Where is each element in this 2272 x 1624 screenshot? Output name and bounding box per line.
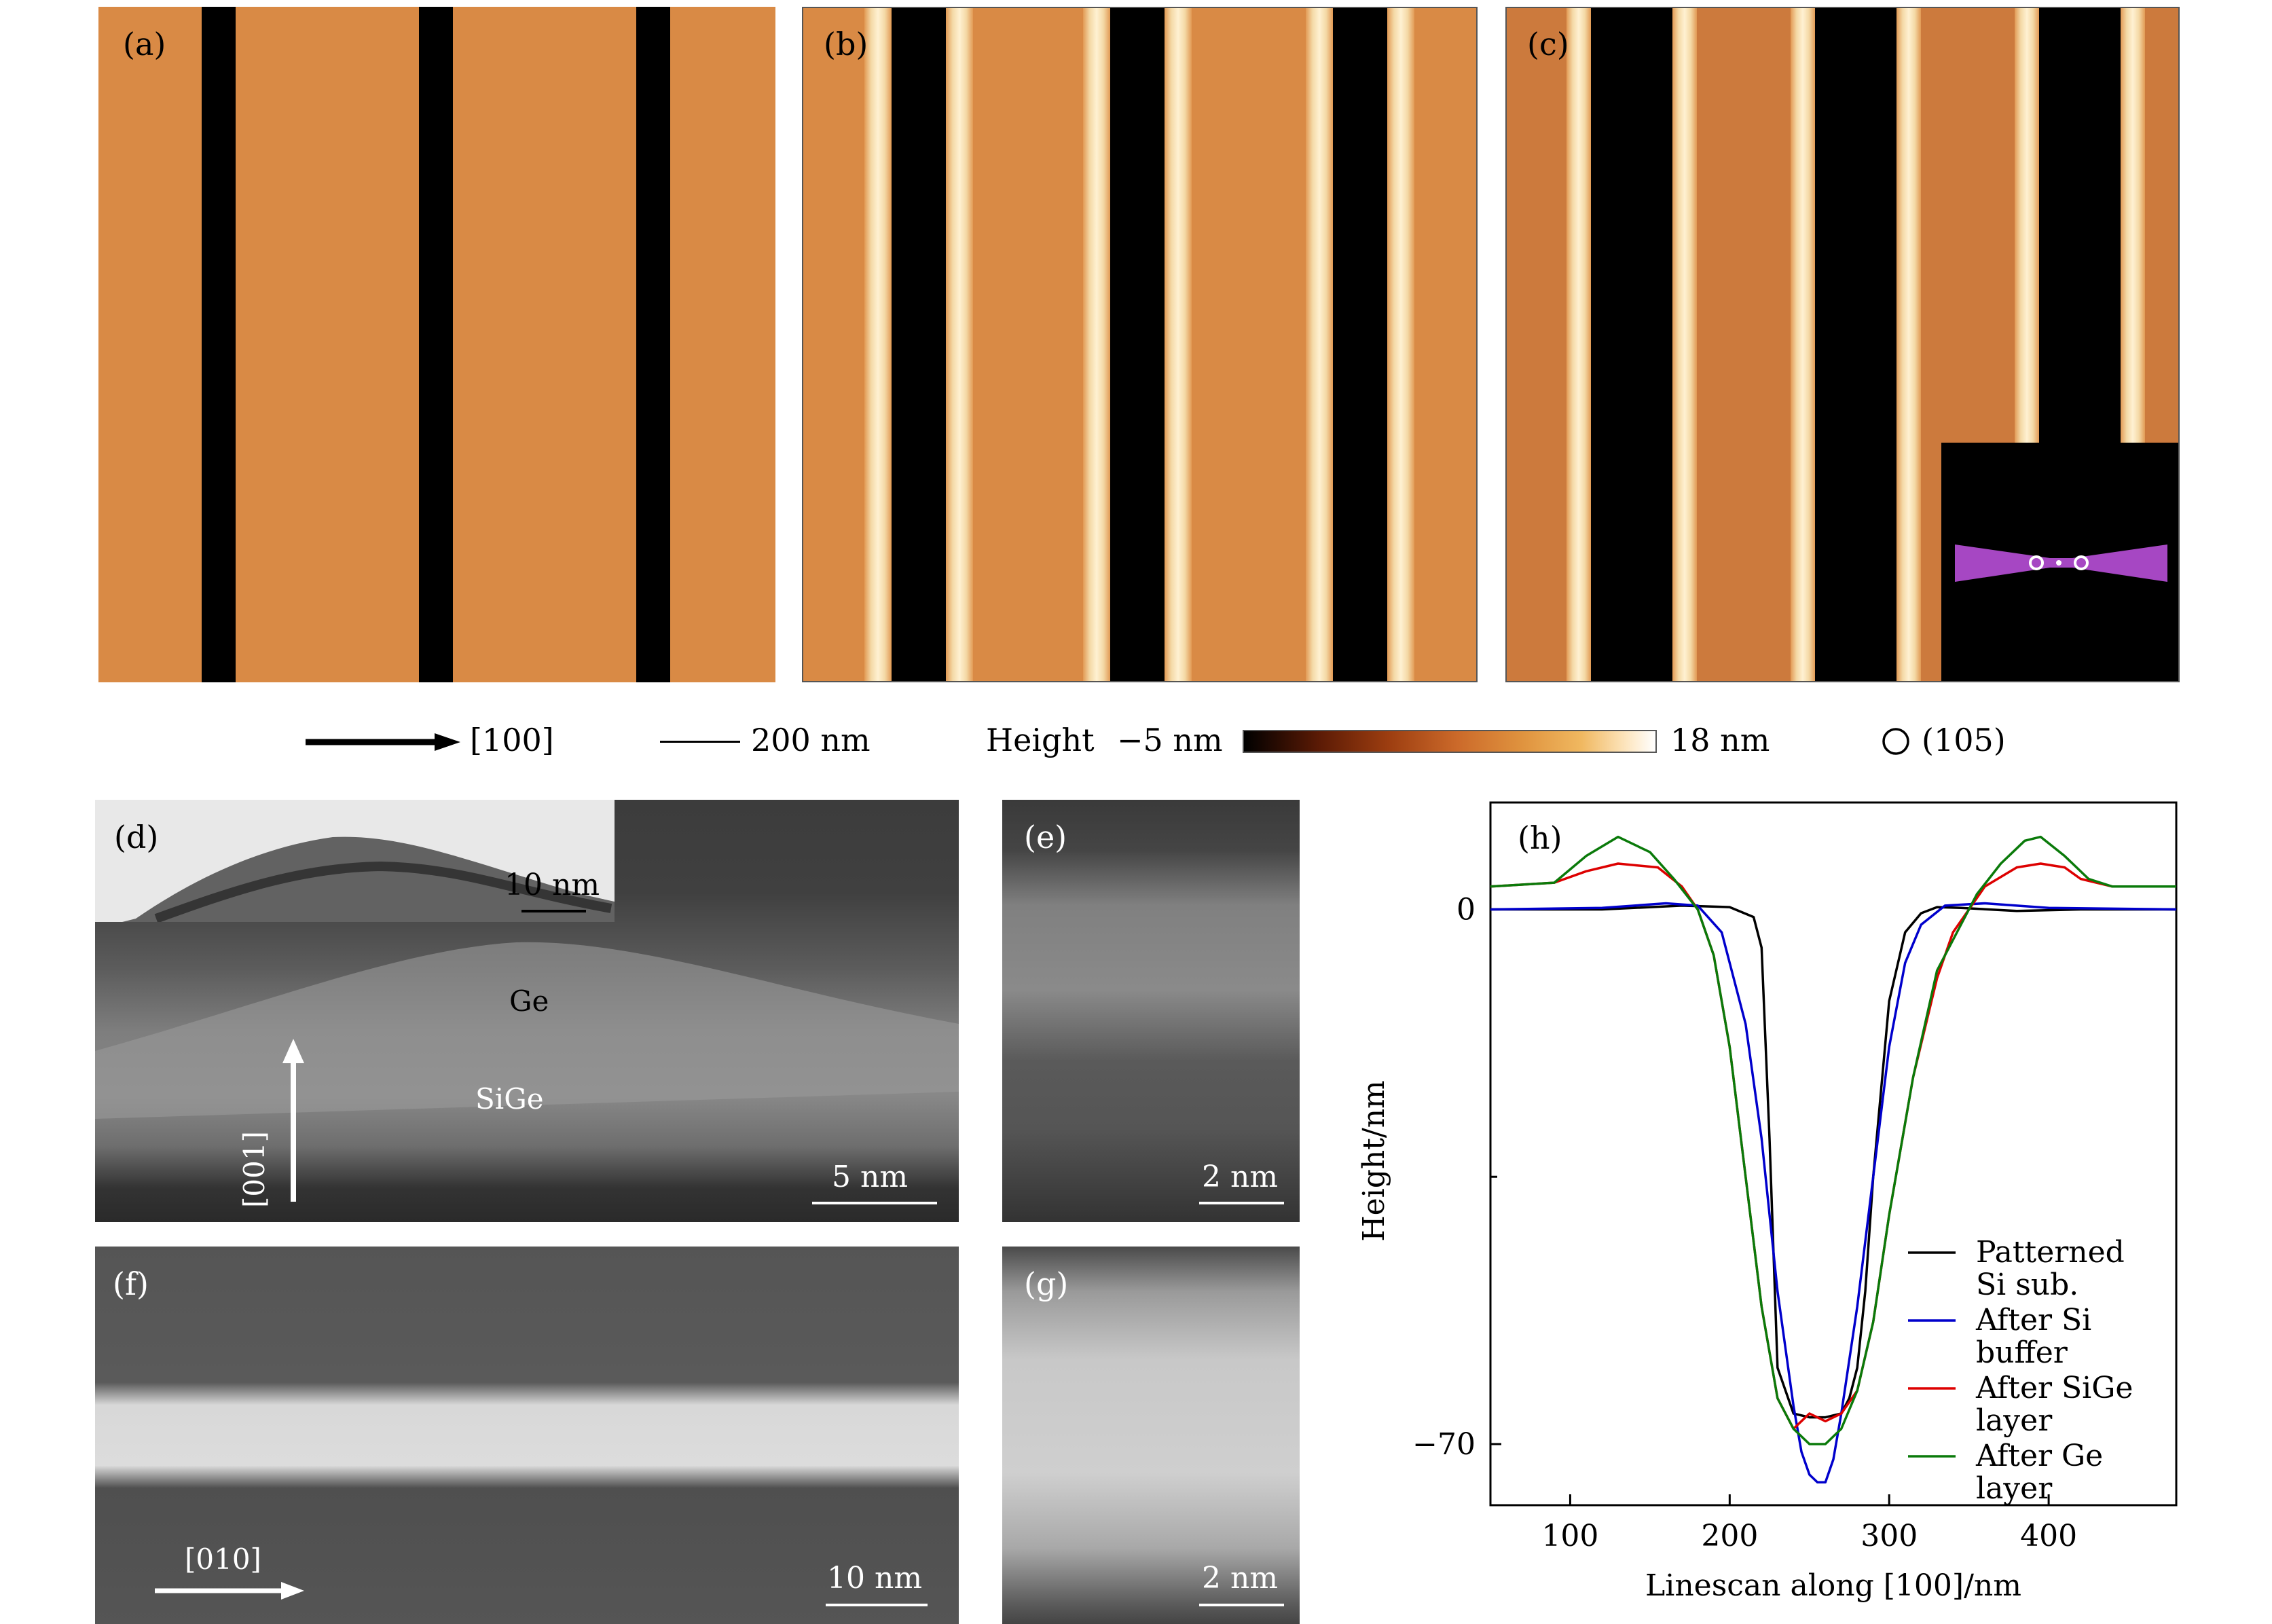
- panel-label: (b): [824, 26, 868, 62]
- ridge-rim: [1306, 8, 1333, 681]
- trench-stripe: [202, 7, 236, 682]
- axis-arrow-icon: [155, 1582, 304, 1600]
- colorbar-max-label: 18 nm: [1670, 722, 1770, 758]
- panel-label: (c): [1527, 26, 1569, 62]
- trench-stripe: [1591, 8, 1672, 681]
- legend-entry: After Ge layer: [1975, 1439, 2103, 1506]
- panel-d: 10 nm (d) Ge SiGe [001] 5 nm: [95, 800, 959, 1222]
- trench-stripe: [892, 8, 946, 681]
- inset-island: [122, 836, 615, 923]
- ridge-rim: [946, 8, 973, 681]
- fft-inset: [1941, 443, 2178, 681]
- ge-layer-label: Ge: [509, 984, 549, 1018]
- panel-f: (f) [010] 10 nm: [95, 1247, 959, 1624]
- scale-label: 2 nm: [1202, 1160, 1279, 1194]
- ge-island-contrast: [95, 942, 959, 1119]
- facet-label: (105): [1922, 722, 2006, 758]
- y-axis-label: Height/nm: [1357, 1080, 1391, 1242]
- series-line-3: [1490, 835, 2176, 1445]
- axis-label: [001]: [237, 1131, 271, 1208]
- plot-frame: [1489, 801, 2178, 1507]
- scale-label: 5 nm: [832, 1160, 909, 1194]
- panel-g: (g) 2 nm: [1002, 1247, 1300, 1624]
- low-mag-inset: 10 nm: [95, 800, 615, 923]
- ridge-rim: [1387, 8, 1414, 681]
- fft-pattern: [1955, 545, 2167, 582]
- panel-a: (a): [98, 7, 775, 682]
- x-tick-label: 100: [1541, 1519, 1598, 1553]
- legend-entry: After Si buffer: [1975, 1303, 2091, 1370]
- legend-entry: Patterned Si sub.: [1976, 1235, 2125, 1302]
- sige-layer-label: SiGe: [475, 1082, 544, 1115]
- trench-stripe: [1110, 8, 1165, 681]
- x-axis-label: Linescan along [100]/nm: [1645, 1568, 2021, 1603]
- scale-bar: [1199, 1202, 1284, 1204]
- inset-scale-label: 10 nm: [505, 868, 600, 902]
- legend-entry: After SiGe layer: [1975, 1371, 2133, 1438]
- panel-label: (g): [1024, 1266, 1069, 1302]
- scale-label: 2 nm: [1202, 1561, 1279, 1595]
- trench-stripe: [1815, 8, 1897, 681]
- scale-bar: [826, 1604, 928, 1606]
- panel-b: (b): [802, 7, 1478, 682]
- axis-arrow-icon: [282, 1039, 304, 1202]
- facet-ring-icon: [2029, 555, 2044, 570]
- trench-stripe: [419, 7, 453, 682]
- ridge-rim: [1672, 8, 1697, 681]
- y-tick-label: 0: [1456, 893, 1476, 927]
- ridge-rim: [1791, 8, 1815, 681]
- scale-label: 200 nm: [751, 722, 871, 758]
- ridge-rim: [1165, 8, 1192, 681]
- panel-label: (d): [114, 819, 159, 855]
- ridge-rim: [1083, 8, 1110, 681]
- panel-label: (a): [123, 26, 166, 62]
- height-label: Height: [986, 722, 1095, 758]
- trench-stripe: [1333, 8, 1387, 681]
- panel-c: (c): [1505, 7, 2180, 682]
- ridge-rim: [1566, 8, 1591, 681]
- trench-stripe: [636, 7, 670, 682]
- direction-arrow-icon: [306, 733, 460, 751]
- inset-scale-bar: [521, 910, 586, 912]
- panel-e: (e) 2 nm: [1002, 800, 1300, 1222]
- y-tick-label: −70: [1412, 1427, 1476, 1462]
- ridge-rim: [864, 8, 892, 681]
- series-line-1: [1490, 902, 2177, 1484]
- x-tick-label: 200: [1701, 1519, 1758, 1553]
- panel-label: (h): [1518, 819, 1562, 856]
- direction-label: [100]: [470, 722, 554, 758]
- ridge-rim: [1897, 8, 1921, 681]
- x-tick-label: 400: [2020, 1519, 2077, 1553]
- x-tick-label: 300: [1861, 1519, 1918, 1553]
- height-colorbar: [1243, 730, 1657, 753]
- scale-bar: [1199, 1604, 1284, 1606]
- axis-label: [010]: [185, 1543, 261, 1576]
- circle-icon: [1882, 728, 1909, 755]
- scale-bar: [812, 1202, 937, 1204]
- panel-label: (f): [113, 1266, 149, 1302]
- facet-ring-icon: [2074, 555, 2089, 570]
- scale-bar-line: [660, 741, 740, 743]
- scale-label: 10 nm: [827, 1561, 923, 1595]
- panel-label: (e): [1024, 819, 1067, 855]
- colorbar-min-label: −5 nm: [1117, 722, 1223, 758]
